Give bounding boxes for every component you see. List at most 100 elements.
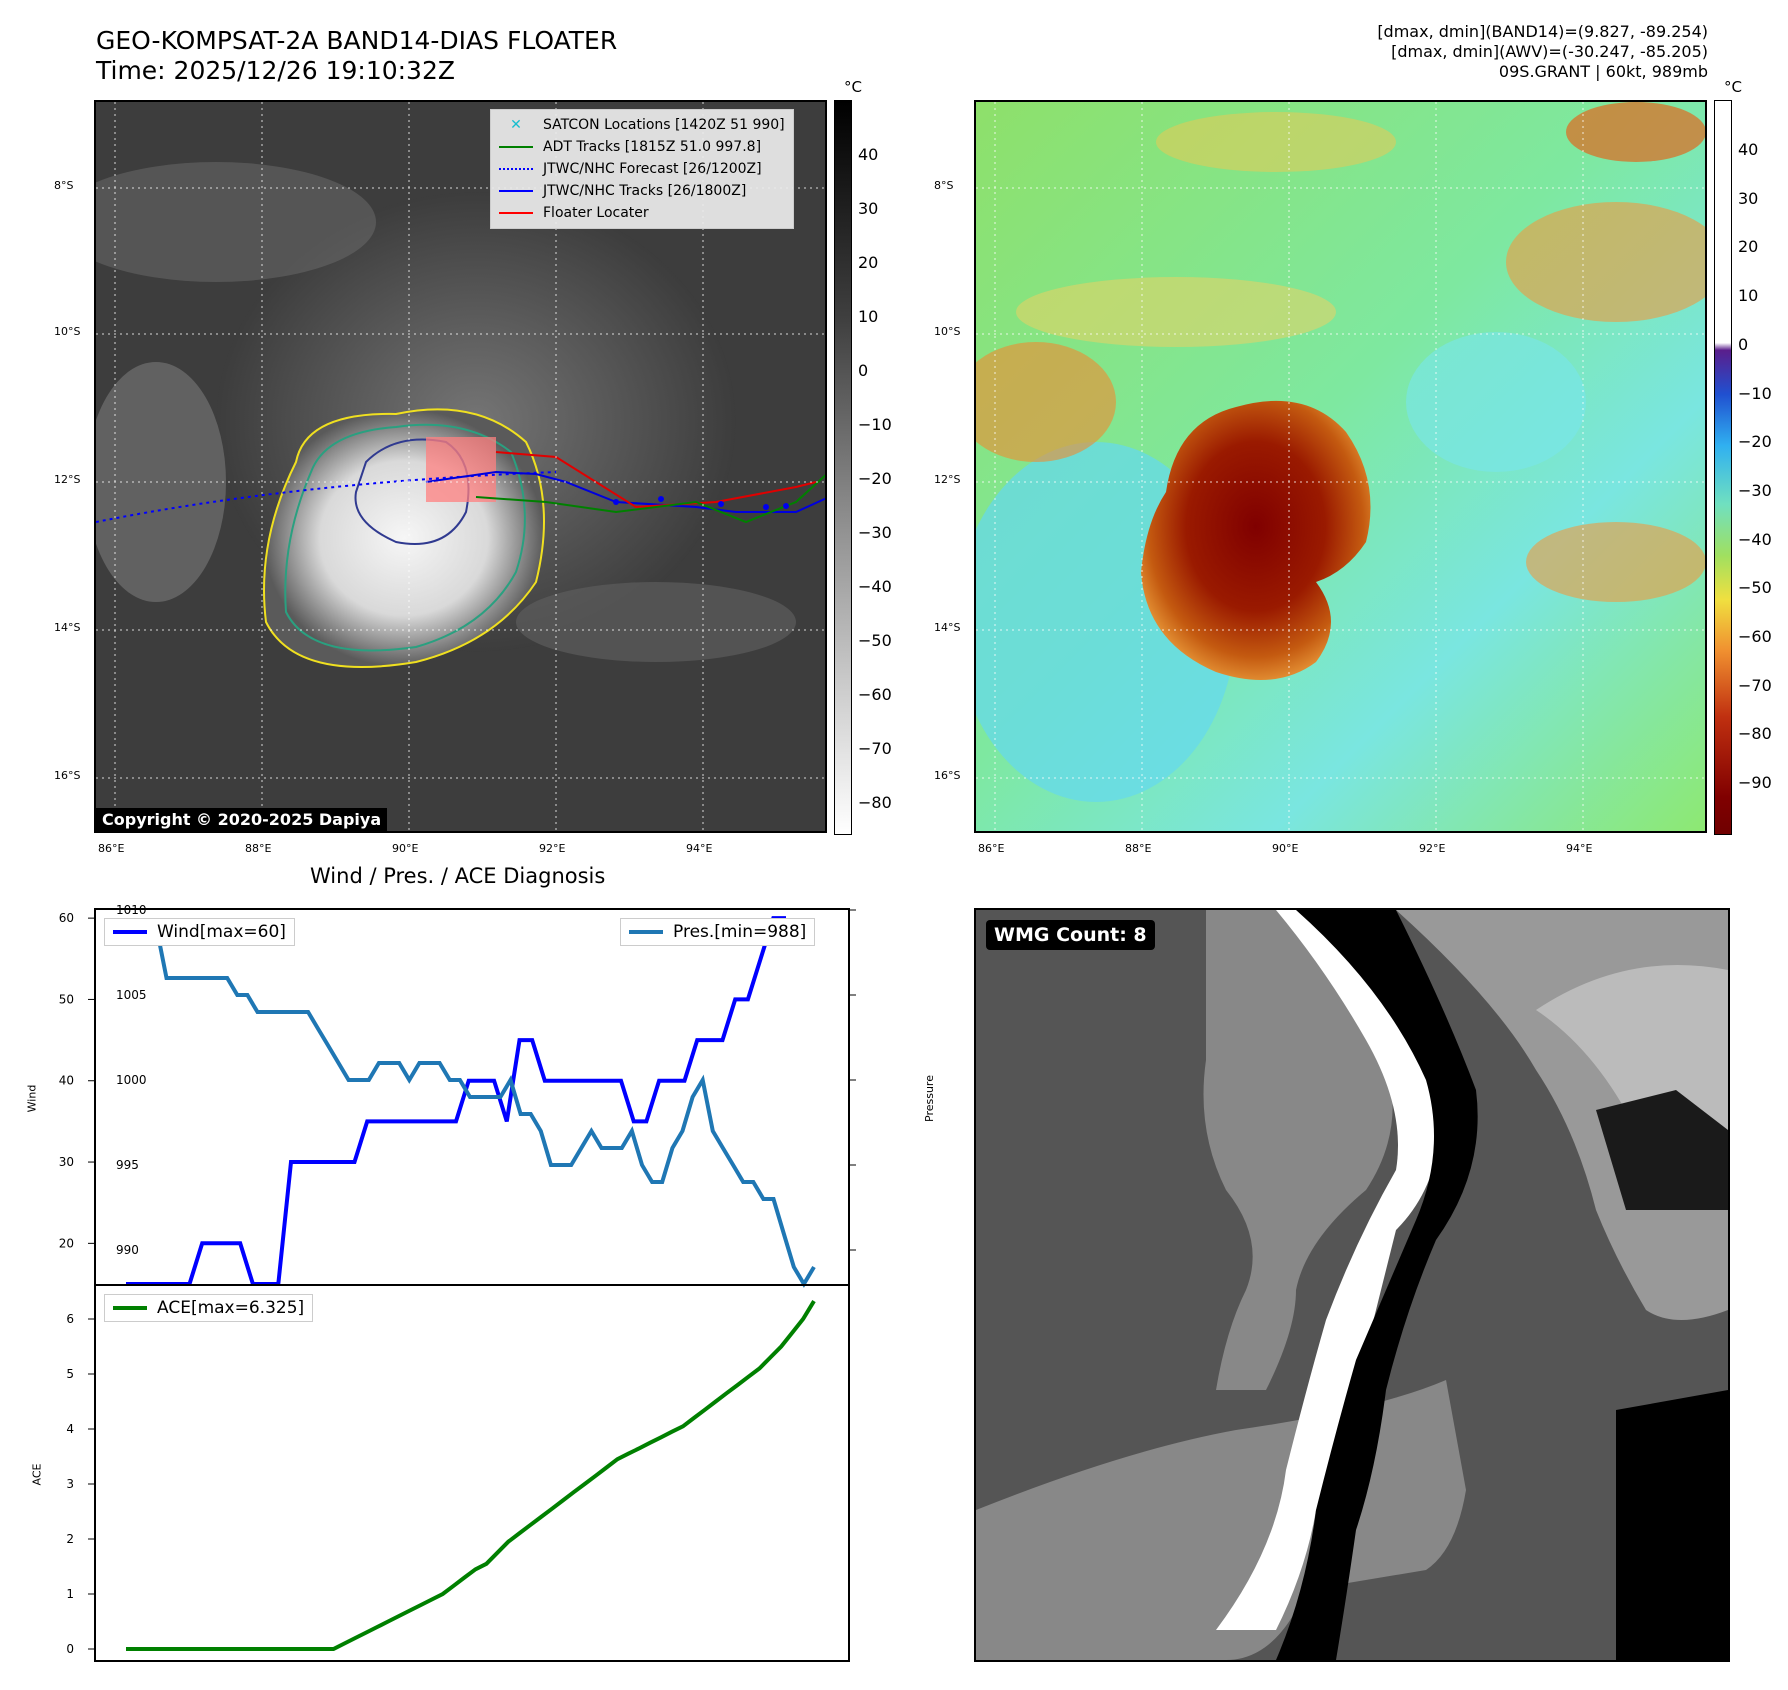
legend-item-satcon: ✕ SATCON Locations [1420Z 51 990] [499,114,785,136]
colorbar-tick: −80 [1738,724,1772,744]
dot-line-swatch-icon [499,190,533,192]
y-tick-label: 5 [66,1367,74,1381]
colorbar-tick: −60 [1738,627,1772,646]
figure-title: GEO-KOMPSAT-2A BAND14-DIAS FLOATER Time:… [96,26,617,86]
legend-item-forecast: JTWC/NHC Forecast [26/1200Z] [499,158,785,180]
y-tick-label: 40 [59,1074,74,1088]
colorbar-tick: 0 [858,361,869,380]
lon-tick: 90°E [392,842,419,855]
lon-tick: 92°E [539,842,566,855]
lat-tick: 8°S [54,179,74,192]
colorbar-tick: 30 [1738,188,1759,208]
wind-line-swatch-icon [113,930,147,934]
lat-tick: 10°S [54,325,81,338]
wind-pres-panel: 20 30 40 50 60 990 995 1000 1005 1010 [59,903,856,1288]
y-tick-label: 0 [66,1642,74,1656]
info-line2: [dmax, dmin](AWV)=(-30.247, -85.205) [1391,42,1708,61]
awv-panel [974,100,1707,833]
colorbar-tick: 40 [858,145,879,164]
pres-legend: Pres.[min=988] [620,918,816,946]
legend-item-floater: Floater Locater [499,202,785,224]
y-tick-label: 1010 [116,903,147,917]
lat-tick: 14°S [934,621,961,634]
y-tick-label: 6 [66,1312,74,1326]
lon-tick: 88°E [1125,842,1152,855]
lat-tick: 16°S [934,769,961,782]
colorbar-tick: 10 [858,307,879,326]
colorbar-tick: −70 [858,739,892,758]
colorbar-tick: −90 [1738,773,1772,793]
colorbar-tick: 0 [1738,334,1749,354]
ace-line-swatch-icon [113,1306,147,1310]
line-swatch-icon [499,146,533,148]
wind-pres-plot: 20 30 40 50 60 990 995 1000 1005 1010 [59,903,856,1288]
lon-tick: 86°E [978,842,1005,855]
lon-tick: 94°E [686,842,713,855]
ace-axis-label: ACE [30,1463,44,1486]
ace-plot: 0 1 2 3 4 5 6 [66,1300,816,1656]
lat-tick: 14°S [54,621,81,634]
lat-tick: 12°S [934,473,961,486]
wind-axis-label: Wind [25,1084,39,1113]
track-legend: ✕ SATCON Locations [1420Z 51 990] ADT Tra… [490,109,794,229]
storm-info: [dmax, dmin](BAND14)=(9.827, -89.254) [d… [1377,22,1708,82]
lat-tick: 16°S [54,769,81,782]
copyright-badge: Copyright © 2020-2025 Dapiya [96,808,388,831]
ace-panel: 0 1 2 3 4 5 6 [66,1284,850,1662]
title-line1: GEO-KOMPSAT-2A BAND14-DIAS FLOATER [96,26,618,55]
y-tick-label: 1 [66,1587,74,1601]
colorbar-tick: 20 [1738,237,1759,257]
right-colorbar [1714,100,1732,835]
colorbar-tick: −80 [858,793,892,812]
legend-item-tracks: JTWC/NHC Tracks [26/1800Z] [499,180,785,202]
lon-tick: 86°E [98,842,125,855]
colorbar-tick: 40 [1738,140,1759,159]
lat-tick: 10°S [934,325,961,338]
colorbar-tick: −50 [858,631,892,650]
colorbar-tick: −40 [858,577,892,596]
lon-tick: 90°E [1272,842,1299,855]
colorbar-tick: −40 [1738,529,1772,549]
pres-series-line [126,925,816,1288]
colorbar-tick: −60 [858,685,892,704]
y-tick-label: 1000 [116,1073,147,1087]
awv-image [976,102,1705,831]
pres-line-swatch-icon [629,930,663,934]
wmg-count-badge: WMG Count: 8 [986,920,1155,950]
colorbar-tick: −30 [858,523,892,542]
y-tick-label: 20 [59,1236,74,1250]
legend-item-adt: ADT Tracks [1815Z 51.0 997.8] [499,136,785,158]
wind-series-line [126,916,786,1286]
diag-title: Wind / Pres. / ACE Diagnosis [310,864,606,888]
ace-legend: ACE[max=6.325] [104,1294,314,1322]
pressure-axis-label: Pressure [922,1075,936,1122]
colorbar-tick: −10 [858,415,892,434]
colorbar-tick: −70 [1738,675,1772,695]
info-line3: 09S.GRANT | 60kt, 989mb [1498,62,1708,81]
y-tick-label: 4 [66,1422,74,1436]
y-tick-label: 50 [59,992,74,1006]
y-tick-label: 3 [66,1477,74,1491]
y-tick-label: 1005 [116,988,147,1002]
x-marker-icon: ✕ [510,117,522,133]
title-line2: Time: 2025/12/26 19:10:32Z [96,56,455,85]
y-tick-label: 60 [59,911,74,925]
wmg-image [976,910,1728,1660]
wind-legend: Wind[max=60] [104,918,295,946]
wmg-panel [974,908,1730,1662]
y-tick-label: 995 [116,1158,139,1172]
y-tick-label: 30 [59,1155,74,1169]
colorbar-tick: −20 [1738,432,1772,452]
colorbar-tick: 10 [1738,286,1759,306]
ir-panel [94,100,827,833]
colorbar-tick: −10 [1738,383,1772,403]
colorbar-tick: −20 [858,469,892,488]
colorbar-tick: −50 [1738,578,1772,598]
colorbar-tick: 20 [858,253,879,272]
ir-image [96,102,825,831]
lon-tick: 94°E [1566,842,1593,855]
colorbar-tick: −30 [1738,480,1772,500]
line-swatch-icon [499,212,533,214]
dotted-line-swatch-icon [499,168,533,170]
right-colorbar-unit: °C [1724,78,1742,96]
